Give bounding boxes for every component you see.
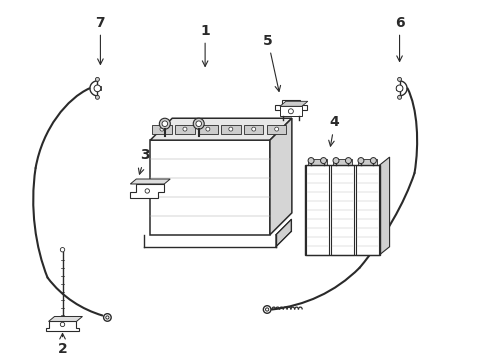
Bar (244, 125, 264, 134)
Text: 5: 5 (263, 33, 281, 91)
Circle shape (266, 308, 269, 311)
Circle shape (160, 127, 164, 131)
Bar (395, 86, 401, 90)
Circle shape (397, 77, 401, 81)
Circle shape (183, 127, 187, 131)
Bar (331, 165, 354, 255)
Bar (221, 125, 241, 134)
Polygon shape (130, 184, 164, 198)
Circle shape (94, 85, 101, 92)
Circle shape (206, 127, 210, 131)
Circle shape (60, 322, 65, 327)
Circle shape (60, 248, 65, 252)
Circle shape (345, 158, 351, 163)
Bar (150, 140, 270, 235)
Circle shape (196, 121, 201, 126)
Bar (308, 159, 327, 165)
Circle shape (320, 158, 326, 163)
Circle shape (333, 158, 339, 163)
Bar (96, 86, 101, 90)
Polygon shape (46, 321, 79, 332)
Text: 1: 1 (200, 23, 210, 66)
Circle shape (275, 127, 279, 131)
Circle shape (106, 316, 109, 319)
Circle shape (289, 109, 294, 114)
Polygon shape (150, 118, 292, 140)
Text: 3: 3 (139, 148, 150, 174)
Circle shape (145, 189, 149, 193)
Polygon shape (49, 316, 82, 321)
Bar (267, 125, 287, 134)
Circle shape (370, 158, 376, 163)
Bar (198, 125, 218, 134)
Circle shape (397, 95, 401, 99)
Bar (306, 165, 329, 255)
Bar (333, 159, 352, 165)
Circle shape (263, 306, 271, 313)
Circle shape (162, 121, 168, 126)
Circle shape (103, 314, 111, 321)
Circle shape (358, 158, 364, 163)
Circle shape (193, 118, 204, 129)
Polygon shape (280, 101, 308, 106)
Bar (356, 165, 379, 255)
Text: 4: 4 (329, 115, 340, 146)
Polygon shape (380, 157, 390, 255)
Text: 7: 7 (96, 15, 105, 64)
Polygon shape (275, 100, 307, 110)
Circle shape (396, 85, 403, 92)
Text: 2: 2 (58, 333, 68, 356)
Polygon shape (276, 220, 291, 247)
Circle shape (252, 127, 256, 131)
Bar (152, 125, 172, 134)
Polygon shape (130, 179, 170, 184)
Circle shape (96, 95, 99, 99)
Circle shape (159, 118, 171, 129)
Bar (280, 106, 302, 116)
Bar (175, 125, 195, 134)
Circle shape (308, 158, 314, 163)
Circle shape (229, 127, 233, 131)
Bar (358, 159, 377, 165)
Text: 6: 6 (395, 15, 404, 62)
Bar (305, 165, 380, 255)
Circle shape (96, 77, 99, 81)
Polygon shape (270, 118, 292, 235)
